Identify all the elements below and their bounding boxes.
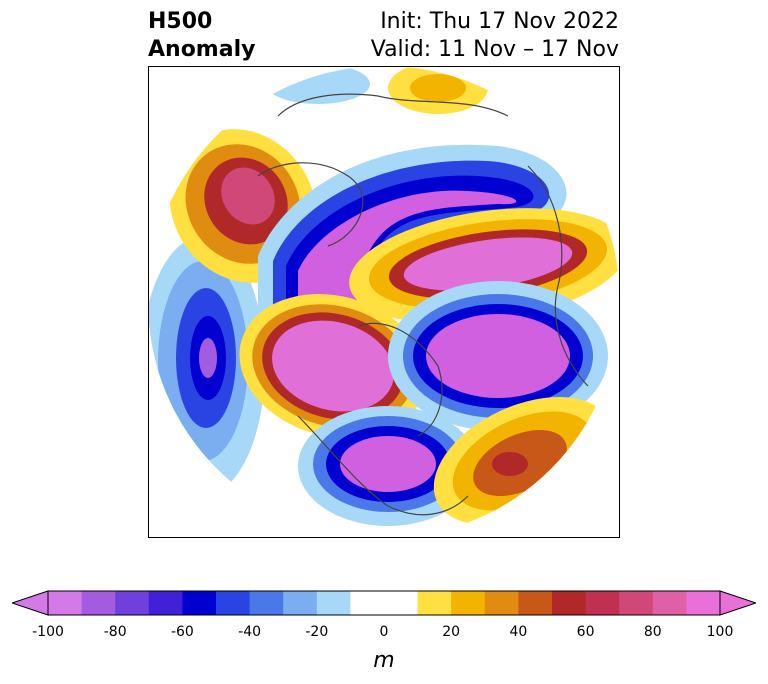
colorbar-tick-label: -40 [238, 624, 262, 640]
colorbar-segment [148, 591, 183, 615]
colorbar-tick-label: 20 [442, 624, 461, 640]
colorbar-segment [249, 591, 284, 615]
colorbar-segment [216, 591, 251, 615]
colorbar-segment [182, 591, 217, 615]
plot-title-right: Init: Thu 17 Nov 2022 Valid: 11 Nov – 17… [371, 8, 619, 64]
title-valid: Valid: 11 Nov – 17 Nov [370, 37, 619, 62]
colorbar-segment [451, 591, 486, 615]
colorbar-segment [484, 591, 519, 615]
colorbar-segment [619, 591, 654, 615]
colorbar-segment [686, 591, 721, 615]
colorbar [12, 590, 756, 616]
positive-anomaly-north-america [239, 294, 427, 438]
colorbar-tick-label: -80 [103, 624, 127, 640]
title-init: Init: Thu 17 Nov 2022 [380, 9, 619, 34]
colorbar-tick-label: 80 [643, 624, 662, 640]
colorbar-unit: m [373, 648, 395, 673]
colorbar-segment [283, 591, 318, 615]
colorbar-segment [552, 591, 587, 615]
colorbar-segment [350, 591, 385, 615]
title-variable: H500 [148, 9, 213, 34]
negative-anomaly-south [298, 406, 478, 526]
colorbar-tick-label: -60 [170, 624, 194, 640]
coastlines [257, 93, 589, 516]
colorbar-tick-label: 100 [706, 624, 734, 640]
plot-title-left: H500 Anomaly [148, 8, 255, 64]
colorbar-segment [81, 591, 116, 615]
colorbar-tick-label: 0 [379, 624, 389, 640]
colorbar-segment [384, 591, 419, 615]
anomaly-map [148, 66, 620, 538]
colorbar-segment [652, 591, 687, 615]
colorbar-segment [417, 591, 452, 615]
colorbar-tick-label: -20 [305, 624, 329, 640]
colorbar-tick-label: 40 [509, 624, 528, 640]
colorbar-tick-label: 60 [576, 624, 595, 640]
title-field: Anomaly [148, 37, 256, 62]
colorbar-segment [48, 591, 83, 615]
colorbar-segment [585, 591, 620, 615]
colorbar-segment [518, 591, 553, 615]
negative-anomaly-atlantic [388, 281, 608, 431]
colorbar-segment [115, 591, 150, 615]
colorbar-tick-label: -100 [32, 624, 64, 640]
colorbar-segment [316, 591, 351, 615]
colorbar-left-extend [12, 590, 49, 616]
colorbar-right-extend [719, 590, 756, 616]
